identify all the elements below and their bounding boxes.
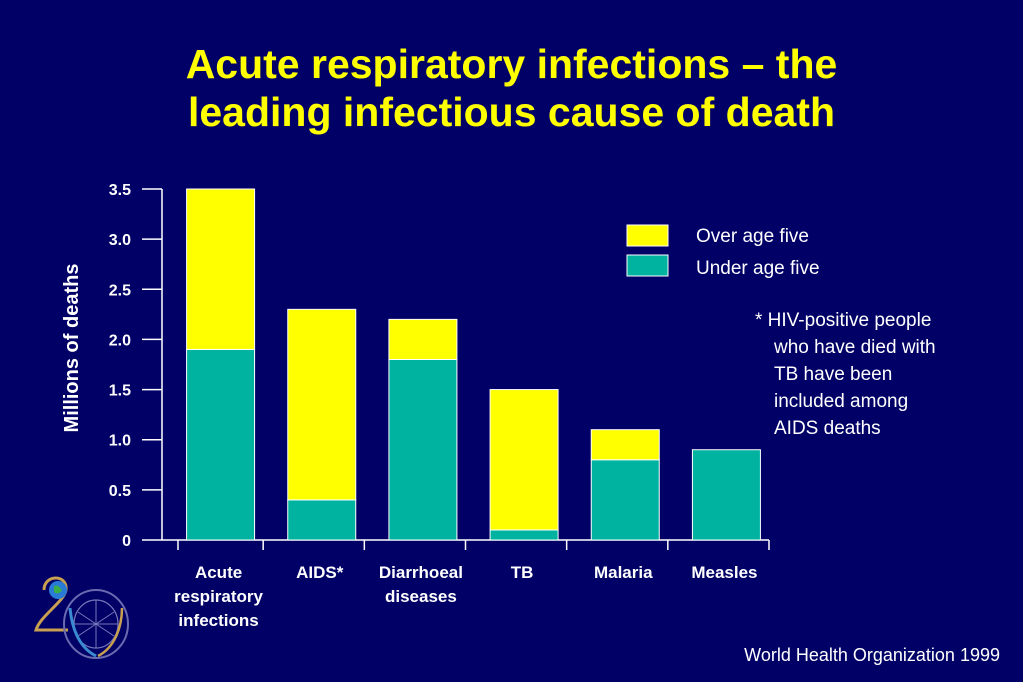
legend-label-over-age-five: Over age five	[696, 226, 809, 247]
bar-under-age-five	[590, 459, 660, 541]
legend: Over age five Under age five	[626, 224, 820, 279]
bar-over-age-five	[590, 429, 660, 461]
footnote-line-3: TB have been	[774, 364, 893, 385]
y-tick-label: 0.5	[109, 483, 131, 500]
x-category-label: TB	[511, 563, 534, 582]
bar-over-age-five	[489, 389, 559, 531]
legend-swatch-over-age-five	[626, 224, 669, 247]
y-tick-label: 2.5	[109, 282, 131, 299]
source-credit: World Health Organization 1999	[744, 645, 1000, 665]
who-50th-anniversary-logo	[34, 576, 129, 659]
x-category-label: respiratory	[174, 587, 263, 606]
y-tick-label: 1.0	[109, 433, 131, 450]
x-category-label: infections	[178, 611, 258, 630]
legend-swatch-under-age-five	[626, 254, 669, 277]
y-tick-label: 3.0	[109, 232, 131, 249]
x-category-label: Acute	[195, 563, 242, 582]
footnote-line-5: AIDS deaths	[774, 418, 881, 439]
y-tick-label: 0	[122, 533, 131, 550]
x-category-label: AIDS*	[296, 563, 344, 582]
bar-under-age-five	[691, 449, 761, 541]
title-line-1: Acute respiratory infections – the	[185, 41, 838, 87]
x-category-label: Measles	[691, 563, 757, 582]
bar-over-age-five	[388, 318, 458, 360]
bar-under-age-five	[287, 499, 357, 541]
title-line-2: leading infectious cause of death	[187, 89, 835, 135]
bar-under-age-five	[388, 358, 458, 541]
bar-over-age-five	[186, 188, 256, 350]
y-tick-label: 3.5	[109, 182, 131, 199]
bar-under-age-five	[489, 529, 559, 541]
plot-area: 0 0.5 1.0 1.5 2.0 2.5 3.0 3.5 Acute respiratory in…	[109, 182, 770, 630]
footnote-line-4: included among	[774, 391, 909, 412]
legend-label-under-age-five: Under age five	[696, 258, 820, 279]
y-tick-label: 1.5	[109, 383, 131, 400]
x-category-label: diseases	[385, 587, 457, 606]
slide-title: Acute respiratory infections – the leadi…	[0, 40, 1023, 136]
footnote: * HIV-positive people who have died with…	[755, 307, 995, 442]
x-category-label: Malaria	[594, 563, 653, 582]
x-category-label: Diarrhoeal	[379, 563, 463, 582]
footnote-line-2: who have died with	[774, 337, 936, 358]
bar-under-age-five	[186, 348, 256, 541]
y-axis-title: Millions of deaths	[61, 264, 83, 433]
footnote-line-1: * HIV-positive people	[755, 310, 932, 331]
y-tick-label: 2.0	[109, 332, 131, 349]
bar-over-age-five	[287, 308, 357, 501]
